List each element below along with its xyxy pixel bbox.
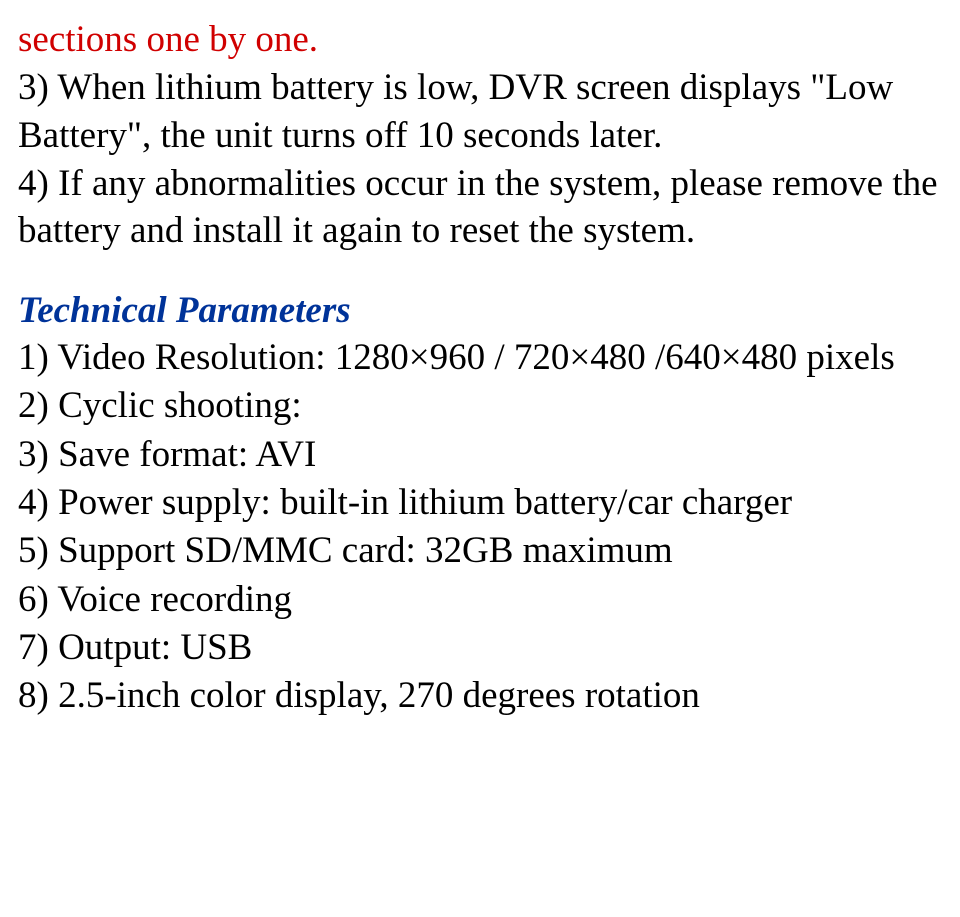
notice-fragment: sections one by one. xyxy=(18,16,942,63)
notice-item-4: 4) If any abnormalities occur in the sys… xyxy=(18,160,942,255)
technical-parameters-heading: Technical Parameters xyxy=(18,289,942,332)
tech-param-4: 4) Power supply: built-in lithium batter… xyxy=(18,479,942,526)
technical-parameters-section: 1) Video Resolution: 1280×960 / 720×480 … xyxy=(18,334,942,720)
tech-param-3: 3) Save format: AVI xyxy=(18,431,942,478)
tech-param-5: 5) Support SD/MMC card: 32GB maximum xyxy=(18,527,942,574)
tech-param-2: 2) Cyclic shooting: xyxy=(18,382,942,429)
tech-param-8: 8) 2.5-inch color display, 270 degrees r… xyxy=(18,672,942,719)
notice-item-3: 3) When lithium battery is low, DVR scre… xyxy=(18,64,942,159)
tech-param-1: 1) Video Resolution: 1280×960 / 720×480 … xyxy=(18,334,942,381)
tech-param-7: 7) Output: USB xyxy=(18,624,942,671)
notices-section: sections one by one. 3) When lithium bat… xyxy=(18,16,942,255)
tech-param-6: 6) Voice recording xyxy=(18,576,942,623)
